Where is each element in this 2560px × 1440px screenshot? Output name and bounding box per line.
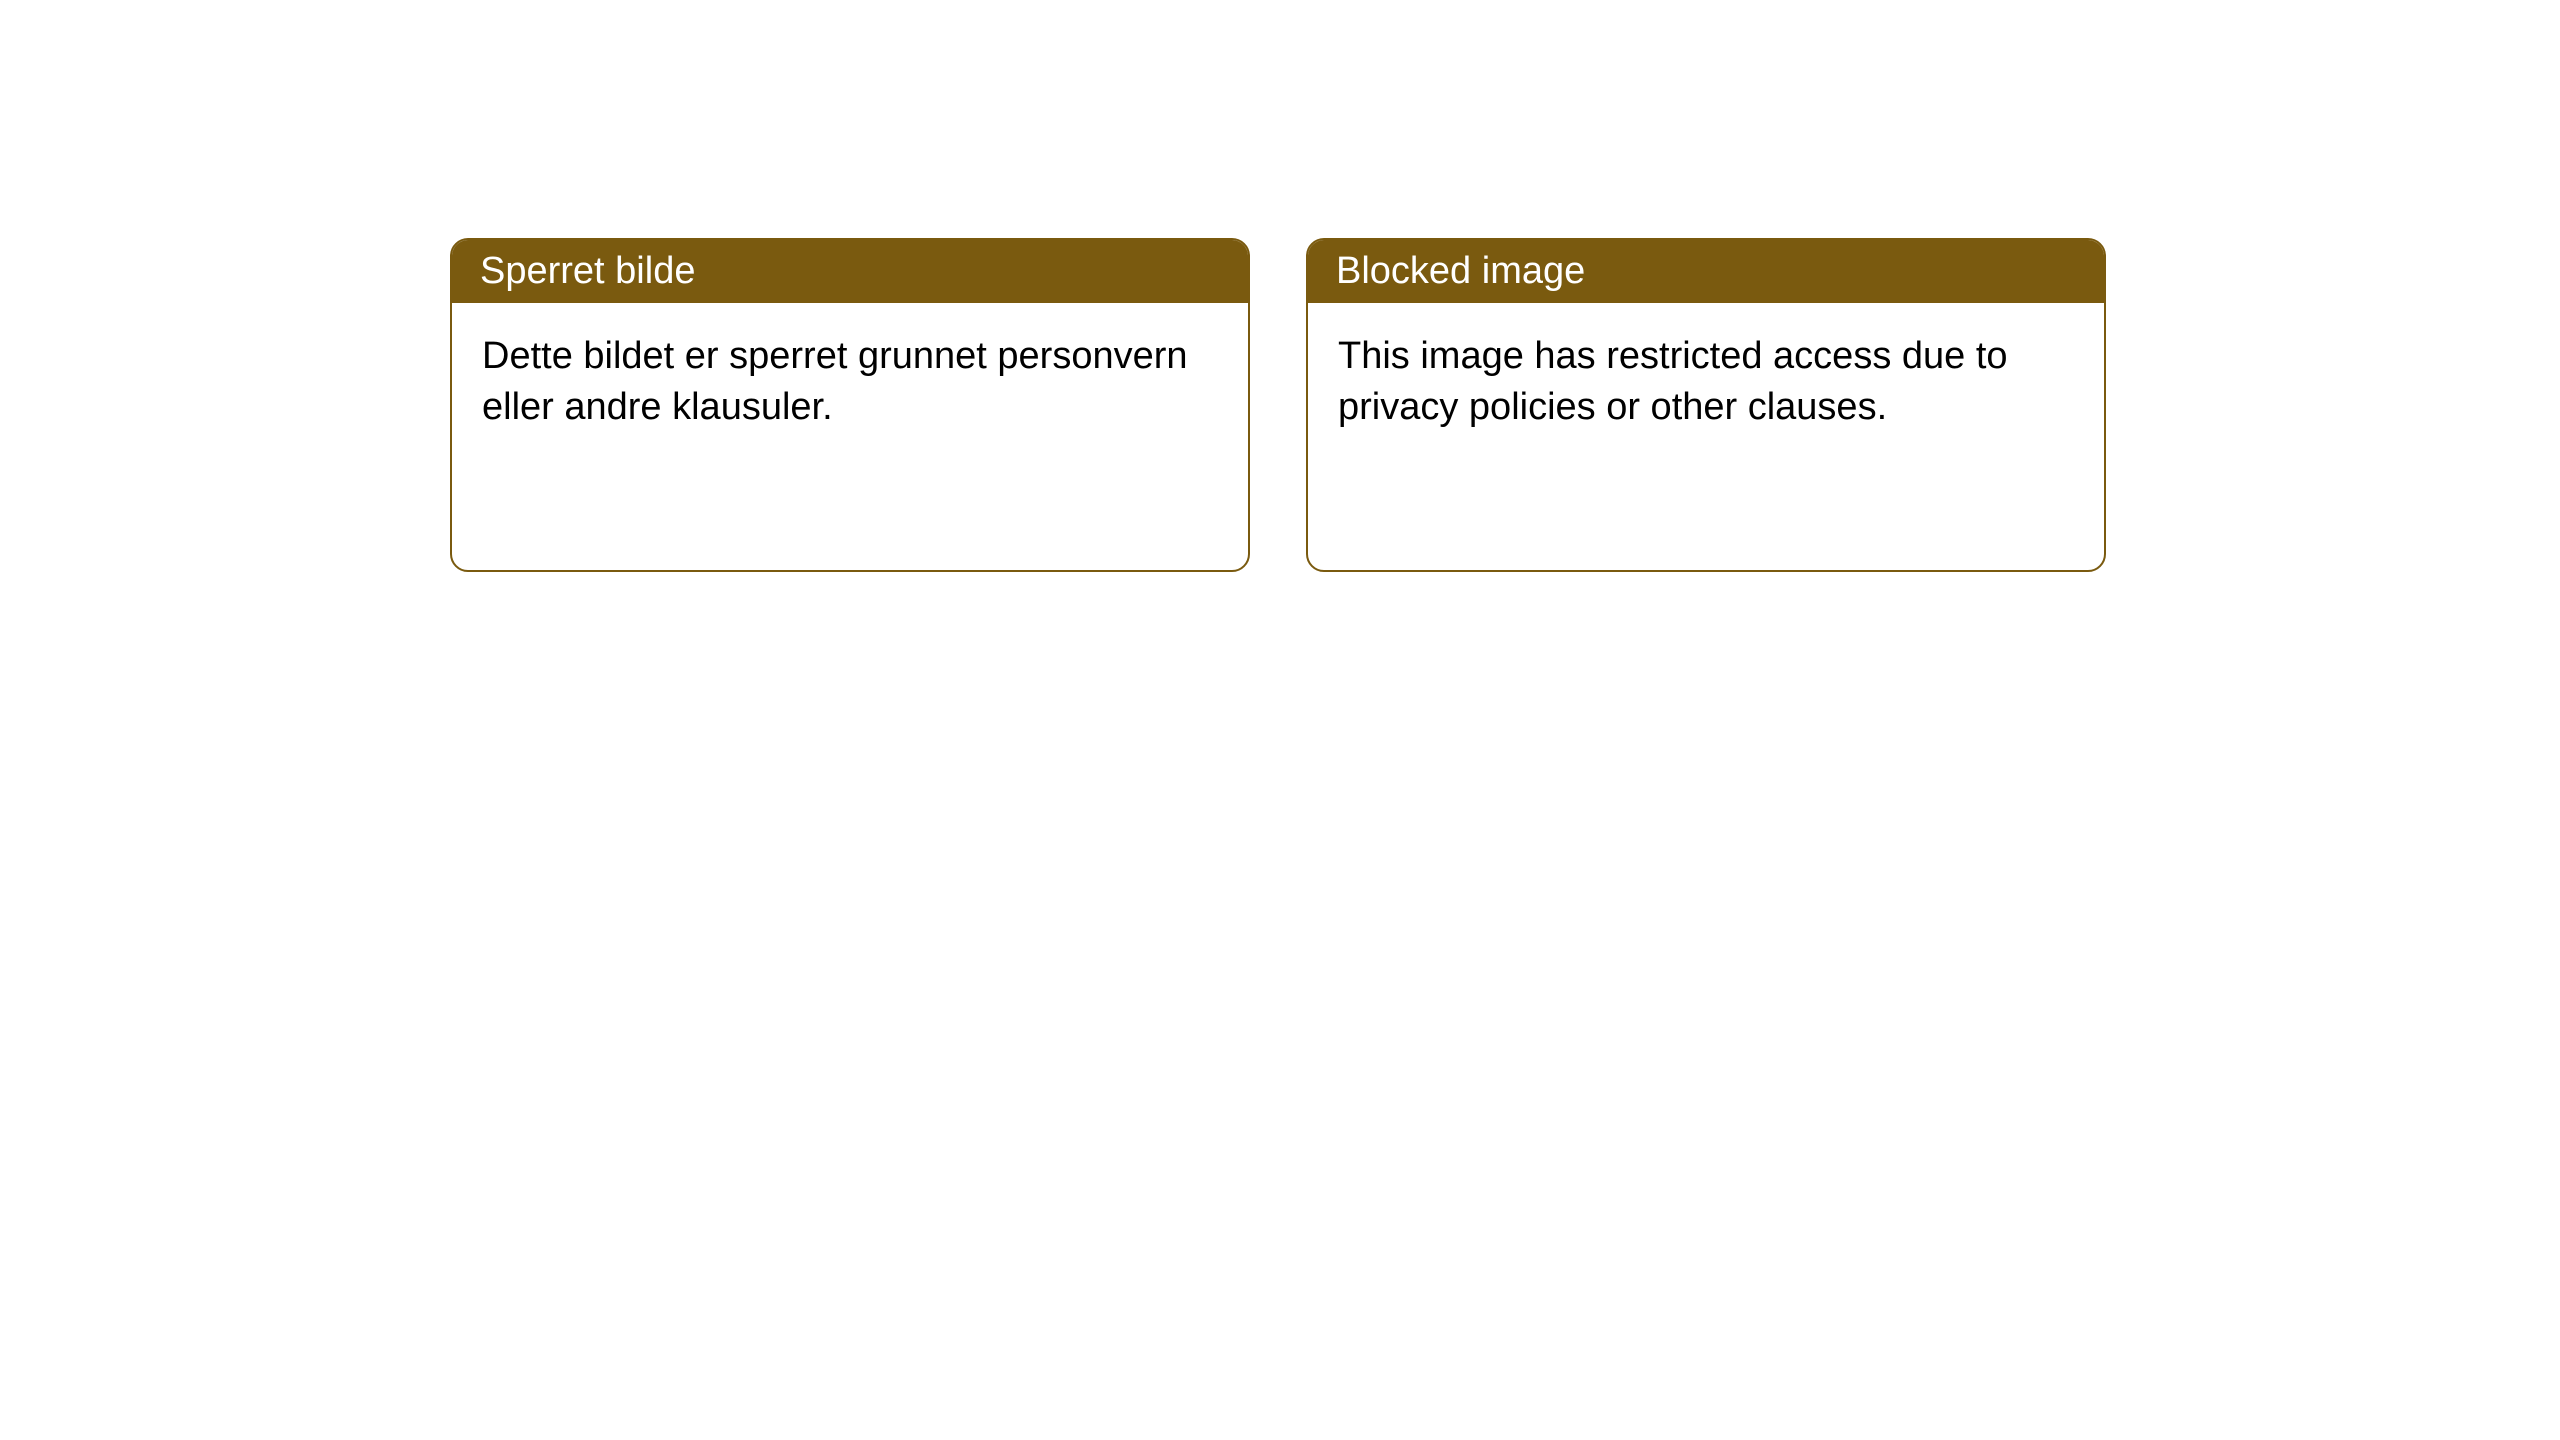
- card-header: Sperret bilde: [452, 240, 1248, 303]
- blocked-image-card-en: Blocked image This image has restricted …: [1306, 238, 2106, 572]
- card-header: Blocked image: [1308, 240, 2104, 303]
- card-body-text: This image has restricted access due to …: [1338, 335, 2008, 428]
- card-title: Blocked image: [1336, 250, 1585, 292]
- card-body: This image has restricted access due to …: [1308, 303, 2104, 462]
- card-body-text: Dette bildet er sperret grunnet personve…: [482, 335, 1188, 428]
- card-title: Sperret bilde: [480, 250, 695, 292]
- card-body: Dette bildet er sperret grunnet personve…: [452, 303, 1248, 462]
- notice-cards-container: Sperret bilde Dette bildet er sperret gr…: [0, 0, 2560, 572]
- blocked-image-card-no: Sperret bilde Dette bildet er sperret gr…: [450, 238, 1250, 572]
